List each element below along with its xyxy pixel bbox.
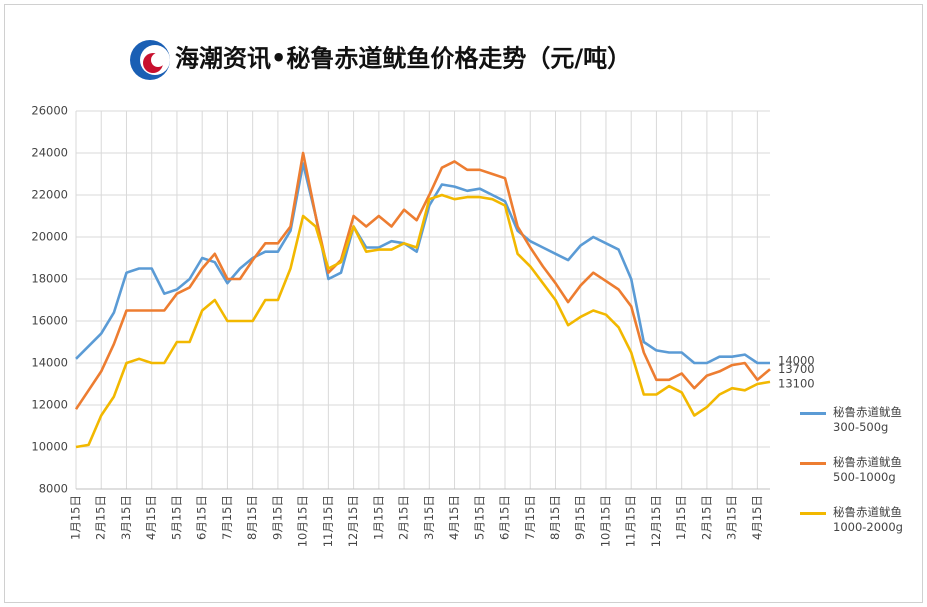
y-tick-label: 24000: [31, 146, 68, 160]
x-tick-label: 2月15日: [94, 495, 108, 540]
chart-title: 海潮资讯•秘鲁赤道鱿鱼价格走势（元/吨）: [175, 44, 631, 73]
legend-label: 秘鲁赤道鱿鱼 500-1000g: [833, 455, 902, 484]
series-line: [75, 162, 770, 365]
x-tick-label: 10月15日: [296, 495, 310, 547]
logo: [130, 40, 170, 80]
legend-swatch: [800, 462, 826, 465]
x-tick-label: 7月15日: [220, 495, 234, 540]
x-tick-label: 1月15日: [371, 495, 385, 540]
end-label: 13700: [778, 362, 815, 376]
x-tick-label: 4月15日: [750, 495, 764, 540]
x-tick-label: 9月15日: [270, 495, 284, 540]
series-line: [75, 193, 771, 449]
end-label: 14000: [778, 354, 815, 368]
legend-swatch: [800, 412, 826, 415]
x-tick-label: 2月15日: [699, 495, 713, 540]
x-tick-label: 8月15日: [245, 495, 259, 540]
x-tick-label: 12月15日: [649, 495, 663, 547]
x-tick-label: 2月15日: [397, 495, 411, 540]
x-tick-label: 9月15日: [573, 495, 587, 540]
x-tick-label: 6月15日: [195, 495, 209, 540]
x-tick-label: 5月15日: [169, 495, 183, 540]
legend-item: 秘鲁赤道鱿鱼 1000-2000g: [800, 505, 903, 535]
x-tick-label: 3月15日: [119, 495, 133, 540]
y-tick-label: 12000: [31, 398, 68, 412]
x-tick-label: 12月15日: [346, 495, 360, 547]
legend-item: 秘鲁赤道鱿鱼 300-500g: [800, 405, 902, 435]
y-tick-label: 18000: [31, 272, 68, 286]
legend-label: 秘鲁赤道鱿鱼 300-500g: [833, 405, 902, 434]
x-tick-label: 3月15日: [422, 495, 436, 540]
y-tick-label: 22000: [31, 188, 68, 202]
x-tick-label: 7月15日: [523, 495, 537, 540]
legend-swatch: [800, 512, 826, 515]
x-tick-label: 4月15日: [144, 495, 158, 540]
x-tick-label: 1月15日: [674, 495, 688, 540]
x-tick-label: 10月15日: [598, 495, 612, 547]
legend-item: 秘鲁赤道鱿鱼 500-1000g: [800, 455, 902, 485]
x-tick-label: 3月15日: [725, 495, 739, 540]
y-tick-label: 26000: [31, 104, 68, 118]
y-tick-label: 10000: [31, 440, 68, 454]
x-tick-label: 4月15日: [447, 495, 461, 540]
x-tick-label: 5月15日: [472, 495, 486, 540]
x-tick-label: 1月15日: [69, 495, 83, 540]
x-tick-label: 8月15日: [548, 495, 562, 540]
end-label: 13100: [778, 376, 815, 390]
y-tick-label: 8000: [39, 482, 68, 496]
y-tick-label: 16000: [31, 314, 68, 328]
y-tick-label: 20000: [31, 230, 68, 244]
x-tick-label: 11月15日: [624, 495, 638, 547]
series-line: [74, 151, 771, 410]
x-tick-label: 11月15日: [321, 495, 335, 547]
frame: [4, 4, 923, 603]
legend-label: 秘鲁赤道鱿鱼 1000-2000g: [833, 505, 903, 534]
y-tick-label: 14000: [31, 356, 68, 370]
x-tick-label: 6月15日: [498, 495, 512, 540]
